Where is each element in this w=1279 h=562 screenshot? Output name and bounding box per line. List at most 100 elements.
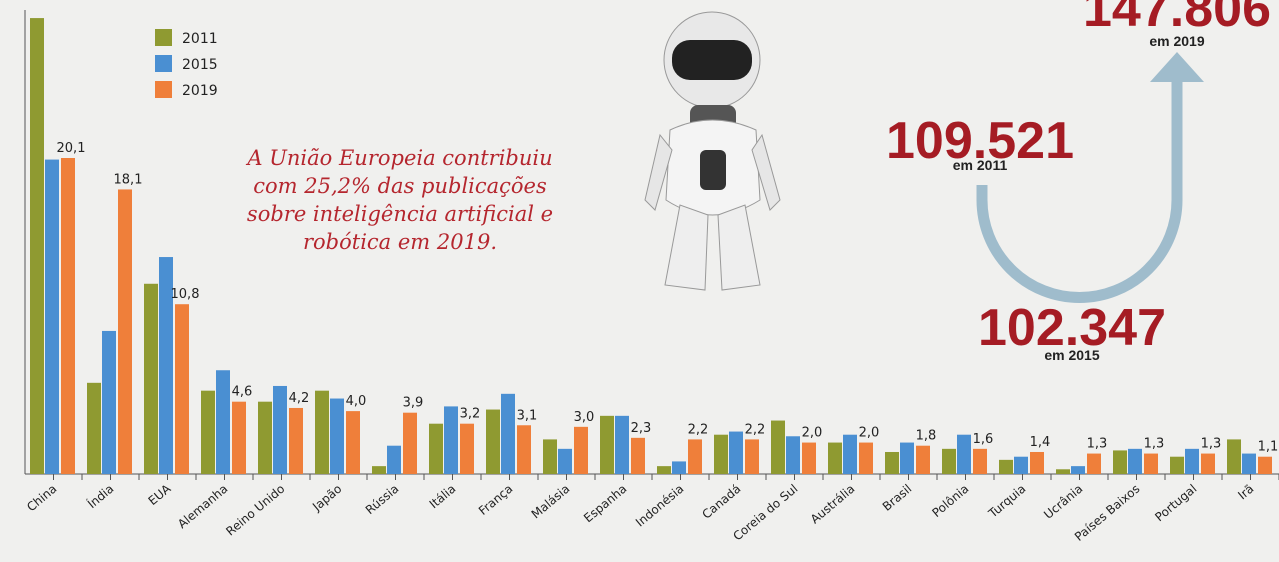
bar [315, 390, 329, 474]
value-label: 20,1 [57, 141, 86, 156]
bar [144, 283, 158, 474]
total-number: 109.521 [886, 112, 1074, 170]
x-tick-label: Polônia [929, 482, 971, 520]
legend-label: 2015 [182, 57, 218, 73]
x-tick-label: Rússia [363, 482, 402, 518]
value-label: 1,3 [1087, 437, 1108, 452]
value-label: 18,1 [114, 172, 143, 187]
x-tick-label: Malásia [529, 482, 573, 522]
x-tick-label: Reino Unido [223, 482, 287, 539]
x-tick-label: Brasil [880, 482, 915, 514]
x-tick-label: Irã [1235, 482, 1256, 503]
x-tick-label: China [24, 482, 59, 515]
total-caption: em 2011 [953, 157, 1008, 173]
annotation: com 25,2% das publicações [253, 174, 547, 198]
bar [828, 442, 842, 474]
bar [1170, 456, 1184, 474]
bar [688, 439, 702, 474]
bar [273, 385, 287, 474]
x-tick-label: Austrália [808, 482, 858, 527]
bar [543, 439, 557, 474]
bar [1056, 469, 1070, 474]
total-number: 147.806 [1083, 0, 1271, 38]
bar [372, 466, 386, 474]
bar [745, 439, 759, 474]
bar [999, 459, 1013, 474]
bar [657, 466, 671, 474]
bar [631, 437, 645, 474]
bar [859, 442, 873, 474]
value-label: 2,0 [859, 426, 880, 441]
bar [1113, 450, 1127, 474]
value-label: 1,3 [1201, 437, 1222, 452]
value-label: 1,3 [1144, 437, 1165, 452]
value-label: 1,4 [1030, 435, 1051, 450]
bar [771, 420, 785, 474]
bar [843, 434, 857, 474]
x-tick-label: Indonésia [633, 482, 686, 530]
bar [403, 412, 417, 474]
legend-swatch [155, 29, 172, 46]
bar [973, 448, 987, 474]
value-label: 4,0 [346, 394, 367, 409]
value-label: 1,1 [1258, 440, 1279, 455]
bar [1242, 453, 1256, 474]
value-label: 3,0 [574, 410, 595, 425]
bar [159, 257, 173, 474]
bar [885, 451, 899, 474]
bar [175, 304, 189, 474]
total-number: 102.347 [978, 299, 1166, 357]
x-tick-label: Canadá [699, 482, 743, 522]
bar [729, 431, 743, 474]
bar [900, 442, 914, 474]
bar [957, 434, 971, 474]
x-tick-label: Portugal [1152, 482, 1199, 525]
bar [289, 407, 303, 474]
bar [1201, 453, 1215, 474]
legend-label: 2011 [182, 31, 218, 47]
bar [102, 330, 116, 474]
bar [600, 415, 614, 474]
value-label: 1,8 [916, 429, 937, 444]
value-label: 3,2 [460, 407, 481, 422]
bar [1087, 453, 1101, 474]
bar [1227, 439, 1241, 474]
bar [1185, 448, 1199, 474]
annotation: sobre inteligência artificial e [247, 202, 553, 226]
x-tick-label: Turquia [985, 482, 1028, 521]
bar [118, 189, 132, 474]
bar [201, 390, 215, 474]
value-label: 4,2 [289, 391, 310, 406]
trend-arrow [976, 52, 1204, 303]
legend-swatch [155, 55, 172, 72]
bar [1030, 451, 1044, 474]
total-caption: em 2015 [1044, 347, 1099, 363]
legend-label: 2019 [182, 83, 218, 99]
x-tick-label: Espanha [581, 482, 629, 526]
bar [802, 442, 816, 474]
annotation: robótica em 2019. [303, 230, 497, 254]
bar [574, 426, 588, 474]
x-tick-label: Japão [309, 482, 344, 515]
bar [615, 415, 629, 474]
bar [942, 448, 956, 474]
bar [1128, 448, 1142, 474]
value-label: 2,3 [631, 421, 652, 436]
bar [30, 18, 44, 475]
bar [786, 436, 800, 474]
total-caption: em 2019 [1149, 33, 1204, 49]
bar [87, 382, 101, 474]
bar [460, 423, 474, 474]
bar [672, 461, 686, 474]
value-label: 1,6 [973, 432, 994, 447]
value-label: 2,2 [745, 422, 766, 437]
bar [216, 370, 230, 474]
legend-swatch [155, 81, 172, 98]
bar [429, 423, 443, 474]
bar [558, 448, 572, 474]
bar [486, 409, 500, 474]
bar [387, 445, 401, 474]
x-tick-label: Alemanha [175, 482, 230, 532]
bar [1144, 453, 1158, 474]
